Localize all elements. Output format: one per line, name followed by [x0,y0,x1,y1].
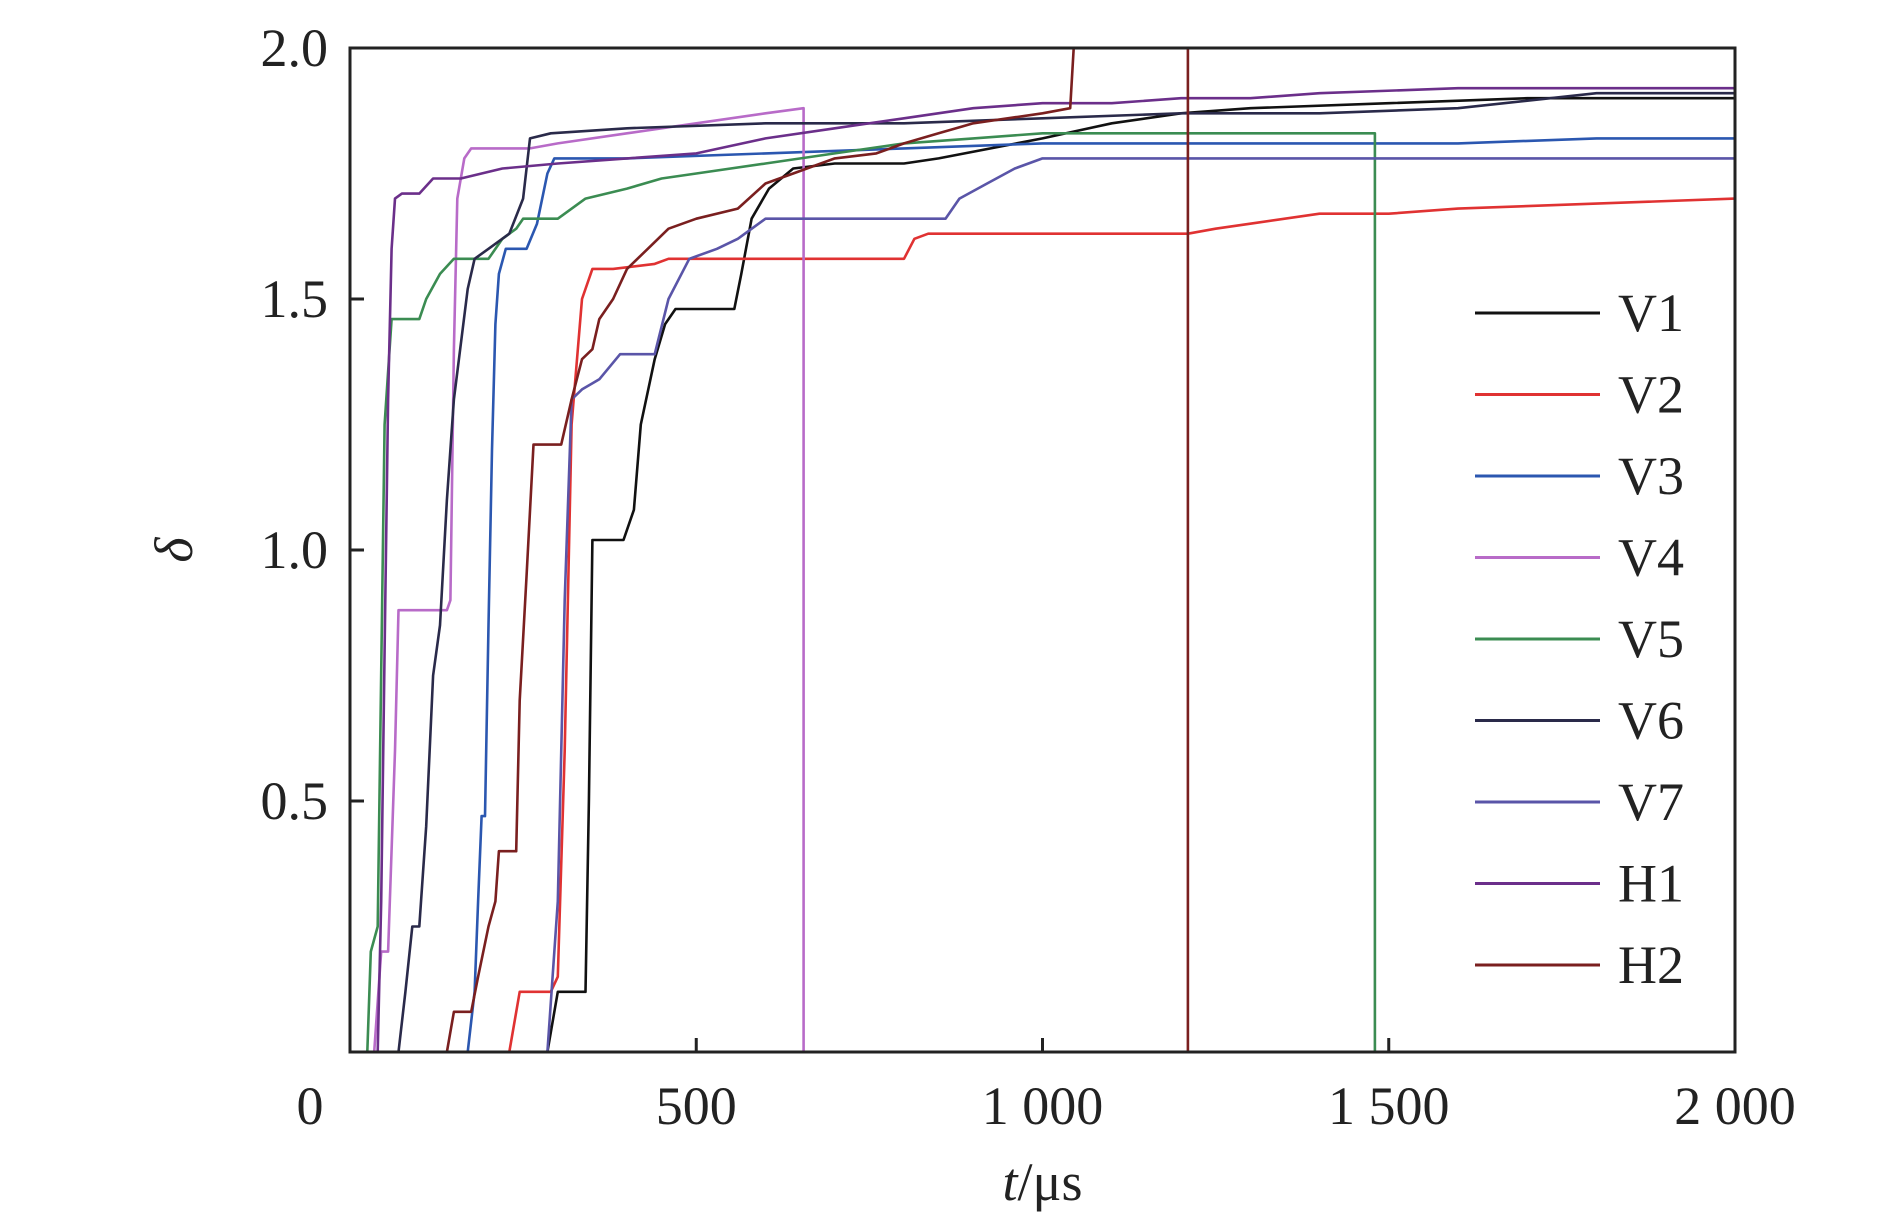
series-line-h1 [376,86,1735,1052]
series-line-v6 [397,91,1735,1052]
series-line-h2 [445,48,1190,1052]
y-tick-label: 0.5 [261,771,329,831]
legend-label-v5: V5 [1618,609,1684,669]
series-line-v5 [366,132,1377,1052]
y-tick-label: 1.5 [261,269,329,329]
series-line-v7 [546,157,1735,1052]
legend-label-v1: V1 [1618,283,1684,343]
series-line-v3 [466,137,1735,1052]
legend-label-v7: V7 [1618,772,1684,832]
x-tick-label: 1 500 [1328,1076,1450,1136]
y-tick-label: 2.0 [261,18,329,78]
legend-label-v3: V3 [1618,446,1684,506]
y-axis-title: δ [144,537,204,563]
legend-label-h1: H1 [1618,854,1684,914]
legend-label-v2: V2 [1618,365,1684,425]
legend-label-v6: V6 [1618,691,1684,751]
legend-label-h2: H2 [1618,935,1684,995]
x-tick-label: 2 000 [1674,1076,1796,1136]
series-line-v1 [546,96,1735,1052]
x-tick-label: 1 000 [982,1076,1104,1136]
legend: V1 V2 V3 V4 V5 V6 V7 H1 H2 [1475,283,1684,995]
series-layer [366,48,1735,1052]
tick-layer: 0 500 1 000 1 500 2 000 0.5 1.0 1.5 2.0 [261,18,1796,1136]
y-tick-label: 1.0 [261,520,329,580]
series-line-v4 [372,106,805,1052]
x-axis-title: t/μs [1003,1152,1083,1212]
series-line-v2 [508,197,1735,1052]
x-tick-label: 500 [656,1076,737,1136]
x-tick-label: 0 [297,1076,324,1136]
legend-label-v4: V4 [1618,528,1684,588]
